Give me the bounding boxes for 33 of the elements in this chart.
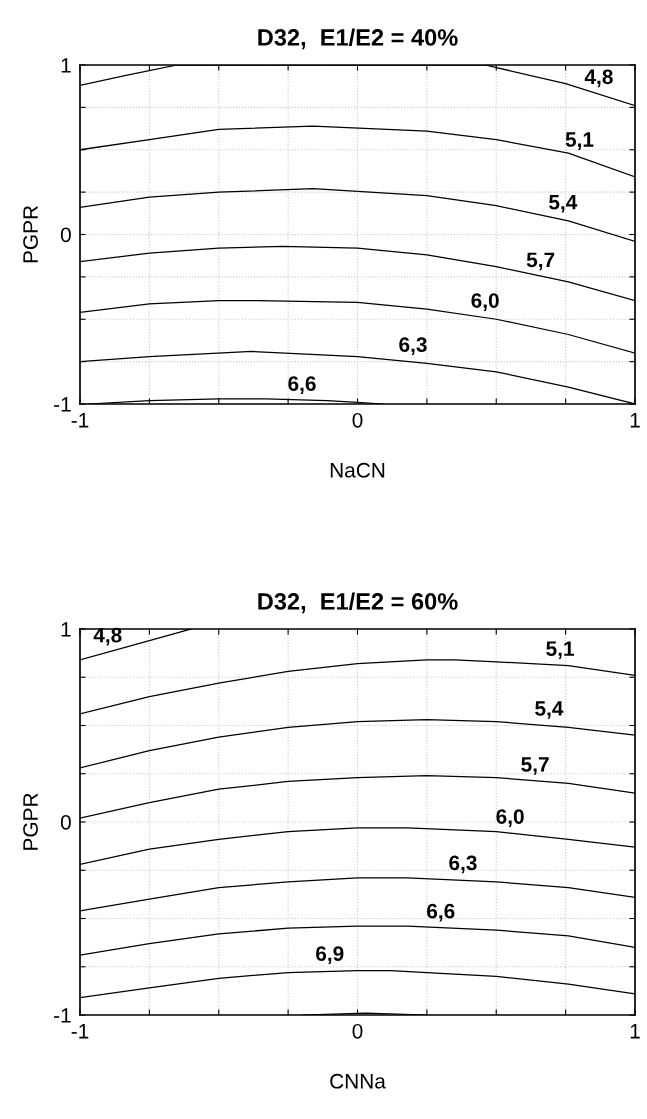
annotation: 5,1	[565, 132, 594, 150]
annotation: 5,1	[546, 641, 574, 660]
y-tick-label: -1	[54, 397, 71, 412]
x-tick-label: 1	[630, 1024, 640, 1039]
y-axis-title: PGPR	[23, 205, 38, 263]
annotation: 6,9	[316, 946, 344, 964]
annotation: 4,8	[93, 627, 122, 646]
chart-title: D32, E1/E2 = 60%	[258, 592, 458, 614]
annotation: 5,7	[521, 757, 549, 775]
y-axis-title: PGPR	[23, 793, 38, 850]
x-tick-label: -1	[71, 413, 89, 428]
annotation: 6,6	[288, 376, 316, 394]
annotation: 5,4	[535, 701, 564, 719]
x-tick-label: 0	[352, 1023, 363, 1039]
annotation: 5,7	[526, 252, 555, 271]
annotation: 6,3	[399, 337, 427, 355]
y-tick-label: 1	[61, 622, 71, 637]
annotation: 6,3	[449, 855, 477, 874]
annotation: 6,0	[496, 809, 524, 827]
y-tick-label: 0	[60, 227, 71, 243]
chart-title: D32, E1/E2 = 40%	[258, 28, 458, 50]
x-tick-label: 0	[352, 412, 363, 428]
annotation: 6,6	[427, 903, 455, 922]
x-tick-label: -1	[71, 1024, 89, 1039]
annotation: 6,0	[471, 293, 499, 311]
x-tick-label: 1	[630, 413, 640, 428]
annotation: 5,4	[549, 195, 578, 213]
x-axis-title: NaCN	[330, 462, 385, 478]
x-axis-title: CNNa	[330, 1073, 386, 1089]
y-tick-label: 0	[60, 815, 71, 830]
y-tick-label: 1	[61, 58, 71, 73]
y-tick-label: -1	[54, 1008, 71, 1023]
annotation: 4,8	[584, 69, 613, 88]
